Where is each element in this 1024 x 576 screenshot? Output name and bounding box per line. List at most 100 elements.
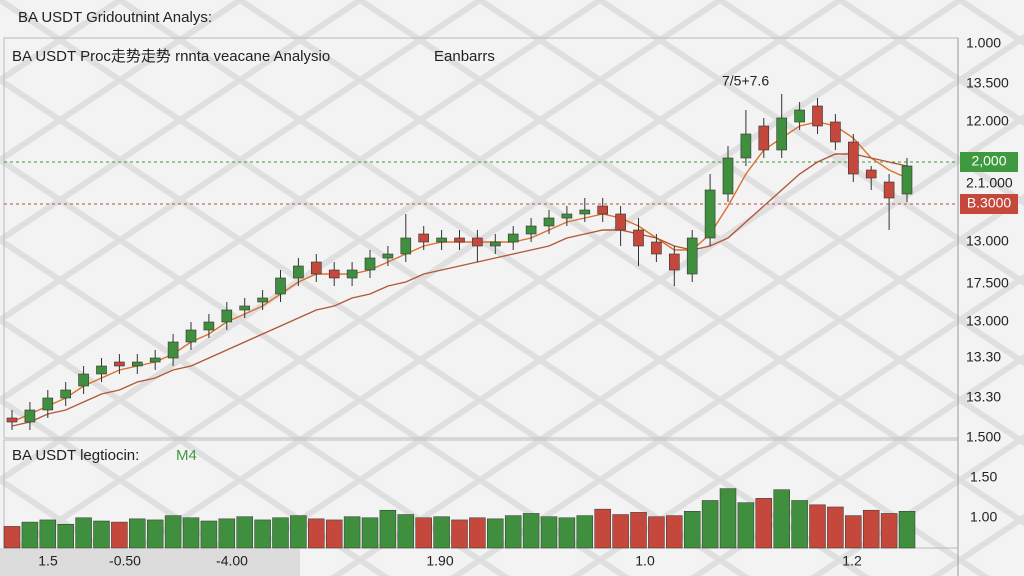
candle-body (704, 189, 716, 239)
candle-body (668, 253, 680, 271)
volume-bar (880, 513, 898, 549)
volume-bar (576, 515, 594, 549)
volume-bar (200, 520, 218, 549)
y-axis-label: 1.000 (966, 35, 1001, 51)
candle-body (60, 389, 72, 399)
volume-bar (845, 515, 862, 549)
volume-bar (129, 518, 146, 549)
x-axis-label: 1.5 (38, 553, 58, 569)
volume-bar (558, 517, 576, 549)
volume-bar (809, 504, 826, 549)
header-title: BA USDT Gridoutnint Analys: (18, 9, 212, 26)
volume-bar (39, 519, 57, 549)
y-axis-label: 17.500 (966, 275, 1009, 291)
volume-bar (791, 500, 808, 549)
candle-body (865, 169, 877, 179)
x-axis-label: 1.0 (635, 553, 655, 569)
candle-body (507, 233, 519, 243)
candle-body (579, 209, 591, 215)
candle-body (615, 213, 626, 231)
volume-bar (236, 516, 253, 549)
candle-body (740, 133, 752, 159)
volume-bar (701, 500, 719, 549)
candle-body (543, 217, 555, 227)
volume-bar (862, 509, 880, 549)
price-tag-label: 2,000 (971, 153, 1006, 169)
chart-subtitle: Eanbarrs (434, 48, 495, 65)
volume-bar (612, 514, 629, 549)
candle-body (24, 409, 36, 423)
volume-bar (57, 523, 74, 549)
volume-bar (666, 515, 683, 549)
y-axis-label: 13.30 (966, 389, 1001, 405)
volume-bar (451, 519, 468, 549)
volume-bar (290, 515, 307, 549)
candle-body (239, 305, 250, 311)
volume-bar (737, 502, 755, 549)
volume-bar (487, 518, 504, 549)
candle-body (651, 241, 662, 255)
volume-bar (218, 518, 236, 549)
volume-bar (630, 512, 647, 549)
price-tag (960, 152, 1018, 172)
candle-body (96, 365, 107, 375)
candle-body (901, 165, 913, 195)
candle-body (346, 269, 358, 279)
y-axis-label: 12.000 (966, 113, 1009, 129)
volume-bar (3, 526, 21, 549)
y-axis-label: 13.000 (966, 233, 1009, 249)
candle-body (78, 373, 89, 387)
candle-body (382, 253, 394, 259)
y-axis-label: 1.500 (966, 429, 1001, 445)
price-tag-label: B.3000 (967, 195, 1012, 211)
volume-bar (111, 521, 128, 549)
volume-bar (522, 513, 540, 549)
volume-bar (343, 516, 361, 549)
candle-body (185, 329, 197, 343)
y-axis-label: 1.00 (970, 509, 997, 525)
candle-body (525, 225, 537, 235)
volume-bar (898, 511, 916, 549)
candle-body (400, 237, 412, 255)
x-axis-strip (0, 548, 300, 576)
volume-bar (379, 509, 397, 549)
y-axis-label: 13.30 (966, 349, 1001, 365)
volume-bar (433, 516, 450, 549)
volume-bar (540, 516, 558, 549)
volume-bar (504, 515, 522, 549)
candle-body (472, 237, 483, 247)
volume-subtitle: M4 (176, 447, 197, 464)
y-axis-label: 13.500 (966, 75, 1009, 91)
candle-body (794, 109, 805, 123)
candle-body (257, 297, 268, 303)
y-axis-label: 1.50 (970, 469, 997, 485)
candle-body (6, 417, 18, 423)
candle-body (633, 229, 644, 247)
candle-body (776, 117, 788, 151)
volume-bar (146, 519, 164, 549)
volume-bar (325, 519, 343, 549)
candle-body (293, 265, 304, 279)
volume-bar (397, 514, 415, 549)
candle-body (149, 357, 161, 363)
volume-bar (93, 520, 110, 549)
candle-body (830, 121, 841, 143)
volume-bar (594, 508, 611, 549)
candle-body (561, 213, 573, 219)
x-axis-label: -0.50 (109, 553, 141, 569)
candle-body (436, 237, 447, 243)
volume-bar (827, 506, 844, 549)
candle-body (847, 141, 859, 175)
volume-bar (164, 515, 182, 549)
price-tag (960, 194, 1018, 214)
volume-bar (254, 519, 271, 549)
volume-bar (308, 518, 325, 549)
candle-body (758, 125, 770, 151)
candle-body (203, 321, 215, 331)
annotation: 7/5+7.6 (722, 73, 769, 89)
candle-body (812, 105, 823, 127)
candle-body (686, 237, 698, 275)
